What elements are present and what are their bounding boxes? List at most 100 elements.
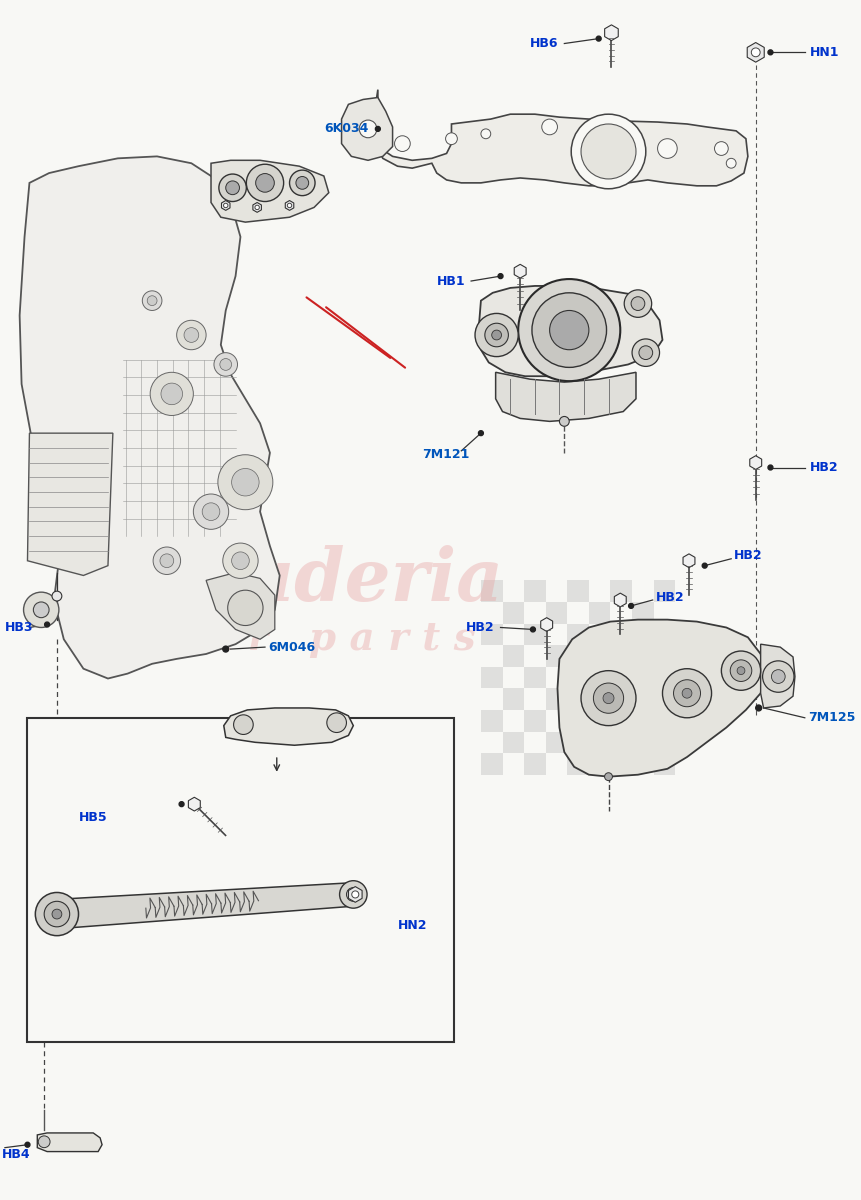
Bar: [610, 710, 632, 732]
Text: HB2: HB2: [734, 550, 763, 563]
Circle shape: [499, 274, 503, 278]
Polygon shape: [206, 572, 275, 640]
Text: HB2: HB2: [809, 461, 839, 474]
Circle shape: [479, 431, 483, 436]
Circle shape: [232, 552, 250, 570]
Circle shape: [673, 679, 701, 707]
Circle shape: [763, 661, 794, 692]
Bar: [653, 667, 675, 689]
Text: HN1: HN1: [809, 46, 839, 59]
Bar: [610, 581, 632, 602]
Circle shape: [339, 881, 367, 908]
Circle shape: [581, 124, 636, 179]
Circle shape: [233, 715, 253, 734]
Circle shape: [475, 313, 518, 356]
Circle shape: [179, 802, 184, 806]
Polygon shape: [189, 797, 201, 811]
Circle shape: [202, 503, 220, 521]
Circle shape: [142, 290, 162, 311]
Text: HB3: HB3: [5, 620, 34, 634]
Text: 7M125: 7M125: [808, 712, 855, 725]
Text: c a r   p a r t s: c a r p a r t s: [171, 620, 475, 659]
Circle shape: [45, 622, 50, 626]
Text: HB4: HB4: [2, 1148, 31, 1162]
Bar: [503, 732, 524, 754]
Circle shape: [153, 547, 181, 575]
Bar: [524, 754, 546, 775]
Bar: [632, 602, 653, 624]
Polygon shape: [57, 883, 353, 929]
Circle shape: [214, 353, 238, 377]
Bar: [503, 689, 524, 710]
Circle shape: [327, 713, 346, 732]
Polygon shape: [514, 264, 526, 278]
Circle shape: [593, 683, 623, 713]
Polygon shape: [20, 156, 280, 678]
Circle shape: [571, 114, 646, 188]
Bar: [567, 710, 589, 732]
Circle shape: [25, 1142, 30, 1147]
Bar: [653, 581, 675, 602]
Bar: [481, 710, 503, 732]
Text: 6K034: 6K034: [324, 122, 369, 136]
Polygon shape: [747, 42, 765, 62]
Circle shape: [352, 890, 359, 898]
Circle shape: [359, 120, 377, 138]
Circle shape: [194, 494, 229, 529]
Circle shape: [23, 592, 59, 628]
Circle shape: [481, 128, 491, 139]
Bar: [567, 581, 589, 602]
Circle shape: [223, 646, 229, 652]
Polygon shape: [253, 203, 262, 212]
Circle shape: [44, 901, 70, 926]
Circle shape: [662, 668, 711, 718]
Circle shape: [218, 455, 273, 510]
Text: HB5: HB5: [79, 811, 108, 824]
Circle shape: [768, 466, 773, 470]
Circle shape: [184, 328, 199, 342]
Circle shape: [658, 139, 678, 158]
Bar: [632, 646, 653, 667]
Circle shape: [715, 142, 728, 155]
Circle shape: [288, 203, 292, 208]
Bar: [481, 667, 503, 689]
Circle shape: [226, 181, 239, 194]
Circle shape: [560, 416, 569, 426]
Circle shape: [737, 667, 745, 674]
Circle shape: [768, 50, 773, 55]
Bar: [567, 624, 589, 646]
Circle shape: [34, 602, 49, 618]
Circle shape: [752, 48, 760, 56]
Circle shape: [224, 203, 228, 208]
Bar: [503, 646, 524, 667]
Circle shape: [35, 893, 78, 936]
Text: 7M121: 7M121: [422, 449, 469, 461]
Polygon shape: [750, 456, 762, 469]
Bar: [524, 667, 546, 689]
Circle shape: [604, 773, 612, 780]
Bar: [503, 602, 524, 624]
Circle shape: [603, 692, 614, 703]
Circle shape: [492, 330, 501, 340]
Text: 6M046: 6M046: [268, 641, 315, 654]
Polygon shape: [349, 887, 362, 902]
Bar: [481, 754, 503, 775]
Bar: [589, 732, 610, 754]
Polygon shape: [760, 644, 795, 708]
Circle shape: [518, 280, 620, 382]
Circle shape: [160, 554, 174, 568]
Circle shape: [394, 136, 410, 151]
Circle shape: [446, 133, 457, 145]
Text: HB6: HB6: [530, 37, 559, 50]
Circle shape: [289, 170, 315, 196]
Polygon shape: [211, 161, 329, 222]
Circle shape: [549, 311, 589, 349]
Bar: [567, 754, 589, 775]
Circle shape: [296, 176, 309, 190]
Circle shape: [223, 544, 258, 578]
Circle shape: [542, 119, 557, 134]
Bar: [589, 689, 610, 710]
Bar: [546, 689, 567, 710]
Circle shape: [631, 296, 645, 311]
Circle shape: [596, 36, 601, 41]
